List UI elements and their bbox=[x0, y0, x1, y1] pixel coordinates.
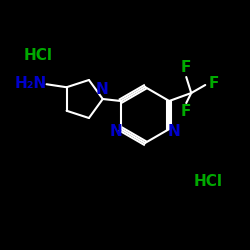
Text: N: N bbox=[110, 124, 122, 138]
Text: F: F bbox=[181, 104, 192, 118]
Text: HCl: HCl bbox=[194, 174, 222, 190]
Text: HCl: HCl bbox=[24, 48, 52, 62]
Text: H₂N: H₂N bbox=[14, 76, 47, 91]
Text: F: F bbox=[181, 60, 192, 76]
Text: F: F bbox=[209, 76, 220, 92]
Text: N: N bbox=[96, 82, 108, 98]
Text: N: N bbox=[168, 124, 180, 138]
